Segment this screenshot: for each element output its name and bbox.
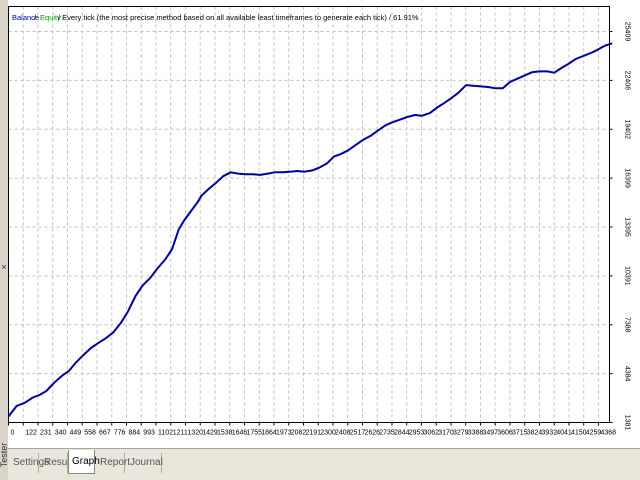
x-tick-label: 1429 [202,430,218,437]
x-tick-label: 231 [40,430,52,437]
legend-balance: Balance [12,13,39,22]
legend-info: / Every tick (the most precise method ba… [58,13,419,22]
x-tick-label: 4368 [600,430,616,437]
y-tick-label: 19402 [624,120,631,140]
x-tick-label: 2517 [350,430,366,437]
x-tick-label: 3715 [512,430,528,437]
x-tick-label: 2735 [379,430,395,437]
x-tick-label: 2191 [305,430,321,437]
tester-tab-bar: Settings Results Graph Report Journal [8,448,640,480]
y-tick-label: 7388 [624,317,631,333]
x-tick-label: 3497 [482,430,498,437]
chart-background [8,0,640,448]
x-tick-label: 4150 [571,430,587,437]
x-tick-label: 993 [143,430,155,437]
legend-separator: / [34,13,37,22]
close-icon[interactable]: × [1,262,7,272]
x-tick-label: 667 [99,430,111,437]
x-tick-label: 1211 [173,430,188,437]
chart-svg: 0 122 231 340 449 558 667 776 884 993 1102 1211 1320… [7,0,640,448]
x-tick-label: 1755 [246,430,262,437]
y-tick-label: 13395 [624,217,631,237]
y-tick-label: 4384 [624,366,631,382]
plot-frame [8,6,610,423]
x-tick-label: 1864 [261,430,277,437]
x-tick-label: 1973 [276,430,292,437]
x-axis-ticks: 0 122 231 340 449 558 667 776 884 993 1102 1211 1320… [8,422,616,437]
y-tick-label: 10391 [624,266,631,286]
x-tick-label: 3279 [453,430,469,437]
x-tick-label: 2844 [394,430,410,437]
tab-graph[interactable]: Graph [68,450,100,474]
equity-chart: 0 122 231 340 449 558 667 776 884 993 1102 1211 1320… [7,0,640,448]
x-tick-label: 776 [114,430,126,437]
series-line-balance [7,42,613,418]
x-tick-label: 2953 [409,430,425,437]
x-tick-label: 558 [84,430,96,437]
tab-settings[interactable]: Settings [10,453,49,473]
x-tick-label: 1320 [187,430,203,437]
x-tick-label: 3062 [423,430,439,437]
x-tick-label: 4259 [586,430,602,437]
x-tick-label: 1538 [217,430,233,437]
x-tick-label: 2082 [291,430,307,437]
series-group [7,42,613,418]
x-tick-label: 122 [25,430,37,437]
x-tick-label: 3170 [438,430,454,437]
x-tick-label: 2626 [364,430,380,437]
x-tick-label: 2408 [335,430,351,437]
x-tick-label: 0 [11,430,15,437]
x-tick-label: 340 [55,430,67,437]
x-tick-label: 449 [69,430,81,437]
tab-journal[interactable]: Journal [127,453,163,473]
x-tick-label: 2300 [320,430,336,437]
x-tick-label: 3932 [541,430,557,437]
y-tick-label: 1381 [624,415,631,431]
y-tick-label: 25409 [624,22,631,42]
tab-results[interactable]: Results [41,453,77,473]
x-tick-label: 3388 [468,430,484,437]
x-tick-label: 3824 [527,430,543,437]
x-tick-label: 884 [128,430,140,437]
x-tick-label: 3606 [497,430,513,437]
y-tick-label: 22406 [624,71,631,91]
x-tick-label: 1102 [158,430,173,437]
y-axis-ticks: 25409 22406 19402 16399 13395 10391 7388 4384 13… [609,22,631,431]
tab-report[interactable]: Report [97,453,130,473]
x-tick-label: 4041 [556,430,572,437]
legend-equity: Equity [40,13,61,22]
y-tick-label: 16399 [624,168,631,188]
x-tick-label: 1646 [232,430,248,437]
horizontal-gridlines [8,31,610,375]
